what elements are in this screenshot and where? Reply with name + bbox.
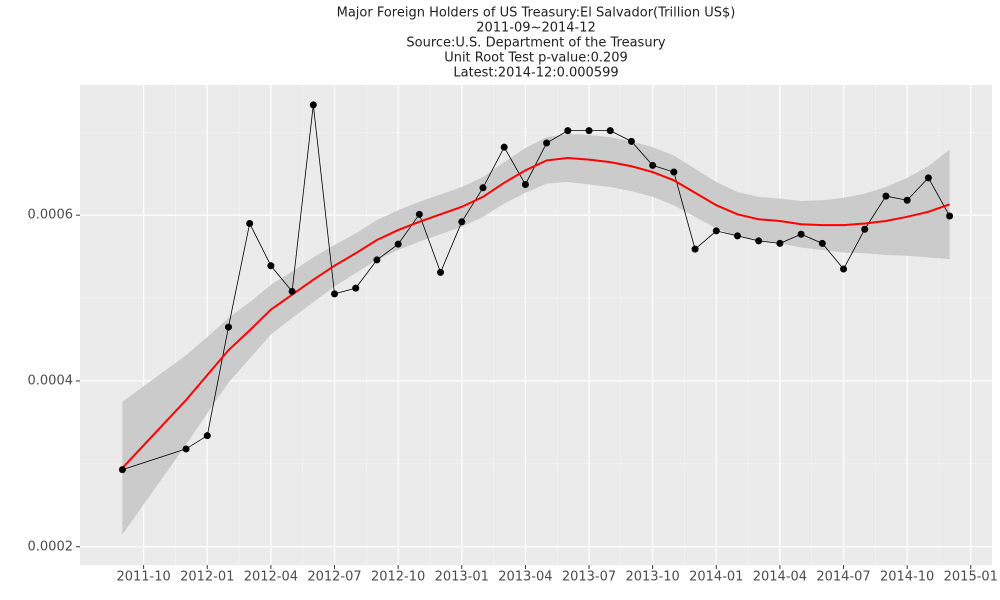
- data-point: [500, 143, 508, 151]
- data-point: [670, 168, 678, 176]
- data-point: [479, 184, 487, 192]
- data-point: [564, 127, 572, 135]
- data-point: [627, 137, 635, 145]
- subtitle: 2011-09~2014-12: [476, 21, 596, 36]
- smooth-line: [121, 156, 950, 469]
- y-tick-label: 0.0006: [28, 208, 74, 223]
- x-tick-label: 2011-10: [116, 570, 170, 585]
- subtitle: Unit Root Test p-value:0.209: [444, 51, 628, 66]
- data-point: [288, 287, 296, 295]
- x-tick-label: 2013-07: [562, 570, 616, 585]
- x-tick-label: 2014-04: [753, 570, 807, 585]
- x-tick-label: 2012-01: [180, 570, 234, 585]
- data-point: [394, 240, 402, 248]
- x-tick-label: 2014-01: [689, 570, 743, 585]
- subtitle: Source:U.S. Department of the Treasury: [406, 36, 666, 51]
- data-point: [755, 237, 763, 245]
- confidence-band: [122, 133, 950, 535]
- chart-title: Major Foreign Holders of US Treasury:El …: [337, 6, 736, 21]
- data-point: [776, 239, 784, 247]
- data-point: [585, 127, 593, 135]
- data-point: [118, 466, 126, 474]
- subtitle: Latest:2014-12:0.000599: [453, 66, 618, 81]
- data-point: [224, 323, 232, 331]
- data-point: [373, 256, 381, 264]
- data-point: [203, 432, 211, 440]
- data-point: [606, 127, 614, 135]
- data-point: [818, 239, 826, 247]
- x-tick-label: 2012-10: [371, 570, 425, 585]
- data-point: [246, 219, 254, 227]
- data-point: [267, 262, 275, 270]
- data-point: [415, 210, 423, 218]
- x-tick-label: 2013-04: [498, 570, 552, 585]
- series-line: [122, 104, 950, 471]
- data-point: [797, 230, 805, 238]
- y-tick-label: 0.0002: [28, 539, 74, 554]
- x-tick-label: 2015-01: [944, 570, 998, 585]
- data-point: [521, 180, 529, 188]
- data-point: [924, 174, 932, 182]
- data-point: [903, 196, 911, 204]
- x-tick-label: 2014-07: [816, 570, 870, 585]
- data-point: [840, 265, 848, 273]
- data-point: [733, 232, 741, 240]
- x-tick-label: 2013-10: [625, 570, 679, 585]
- data-point: [691, 245, 699, 253]
- x-tick-label: 2012-07: [307, 570, 361, 585]
- data-point: [437, 268, 445, 276]
- x-tick-label: 2014-10: [880, 570, 934, 585]
- data-point: [309, 101, 317, 109]
- x-tick-label: 2013-01: [435, 570, 489, 585]
- data-point: [649, 161, 657, 169]
- x-tick-label: 2012-04: [244, 570, 298, 585]
- data-point: [882, 192, 890, 200]
- data-point: [352, 284, 360, 292]
- y-tick-label: 0.0004: [28, 373, 74, 388]
- data-point: [182, 445, 190, 453]
- data-point: [458, 218, 466, 226]
- data-point: [946, 212, 954, 220]
- data-point: [712, 227, 720, 235]
- data-point: [543, 139, 551, 147]
- data-point: [331, 290, 339, 298]
- data-point: [861, 225, 869, 233]
